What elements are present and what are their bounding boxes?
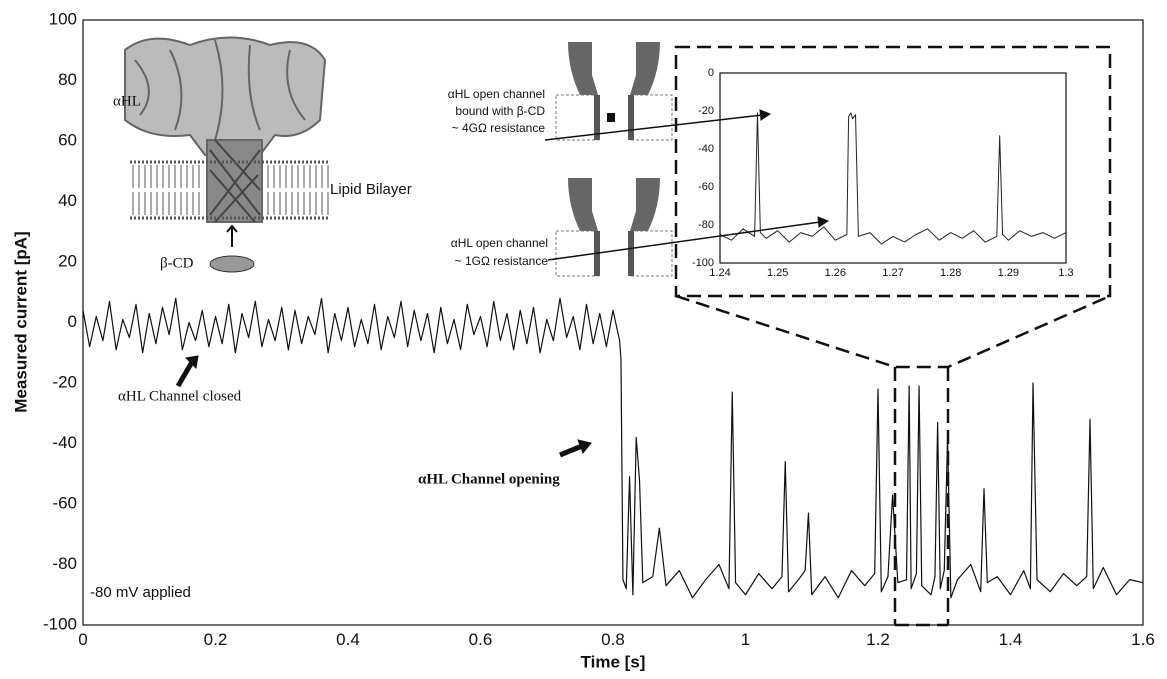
y-tick-label: -40 [52,433,77,452]
axes-frame [719,72,1067,264]
trace [82,297,1144,599]
x-tick-label: 0.8 [601,630,625,649]
annotation: ~ 4GΩ resistance [452,121,546,135]
y-tick-label: 0 [68,312,77,331]
y-axis-label: Measured current [pA] [11,231,30,412]
annotation: αHL open channel [448,87,545,101]
inset-chart: -100 -80 -60 -40 -20 0 1.24 1.25 1.26 1.27 1.28 1.2… [692,67,1074,279]
arrows [175,109,830,458]
y-tick-label: -20 [52,372,77,391]
x-tick-label: 1.26 [825,267,846,279]
y-tick-label: 0 [708,67,714,79]
y-tick-label: -80 [52,554,77,573]
y-tick-label: 20 [58,251,77,270]
bilayer-illustration [130,160,330,273]
y-tick-label: 40 [58,191,77,210]
annotation: αHL Channel opening [418,471,560,487]
x-tick-label: 1.25 [767,267,788,279]
y-tick-label: -60 [698,181,714,193]
x-tick-label: 0.4 [336,630,360,649]
y-tick-label: -40 [698,143,714,155]
x-tick-label: 1.27 [882,267,903,279]
annotation: bound with β-CD [455,104,545,118]
y-tick-label: -80 [698,219,714,231]
annotation: β-CD [160,255,194,271]
annotation: αHL open channel [451,236,548,250]
x-tick-label: 1.4 [999,630,1023,649]
protein-illustration [124,36,327,223]
x-tick-label: 1.24 [709,267,730,279]
x-tick-label: 1 [741,630,750,649]
x-tick-label: 0.2 [204,630,228,649]
annotation: Lipid Bilayer [330,181,412,198]
y-tick-label: -100 [43,614,77,633]
annotation: ~ 1GΩ resistance [455,254,549,268]
annotation: αHL Channel closed [118,388,242,404]
x-tick-label: 1.2 [866,630,890,649]
channel-icons [555,42,673,277]
x-axis-label: Time [s] [581,652,646,671]
x-tick-label: 0 [78,630,87,649]
annotation: αHL [113,93,141,109]
y-tick-label: -20 [698,105,714,117]
x-tick-label: 1.3 [1058,267,1073,279]
y-tick-label: -100 [692,257,714,269]
x-tick-label: 1.6 [1131,630,1155,649]
x-tick-label: 1.28 [940,267,961,279]
axes-frame [82,19,1144,626]
y-tick-label: 60 [58,130,77,149]
y-tick-label: 80 [58,70,77,89]
zoom-frame [674,45,1112,627]
y-tick-label: -60 [52,493,77,512]
trace [719,112,1067,245]
x-tick-label: 0.6 [469,630,493,649]
y-tick-label: 100 [49,9,77,28]
annotation: -80 mV applied [90,584,191,601]
x-tick-label: 1.29 [998,267,1019,279]
